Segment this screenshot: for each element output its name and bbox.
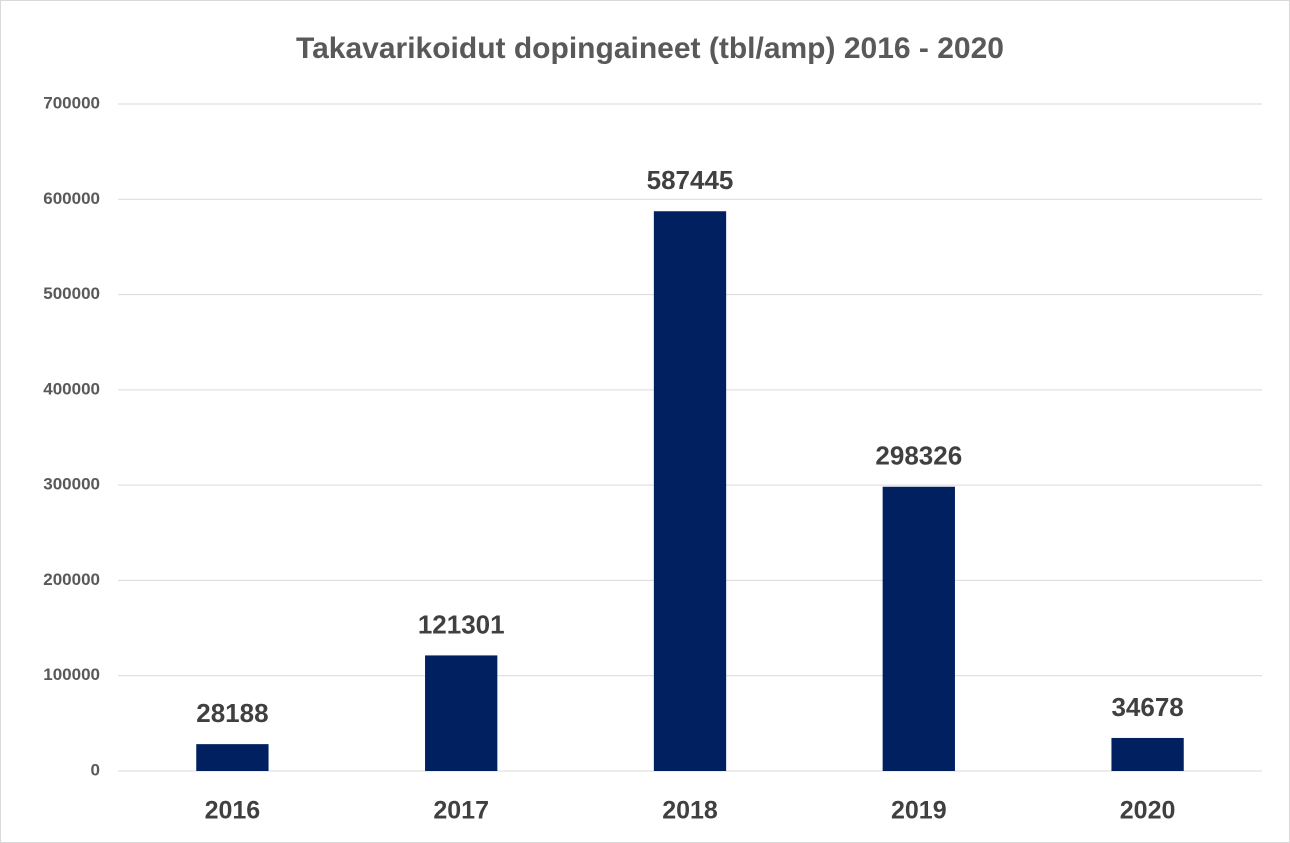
chart-title: Takavarikoidut dopingaineet (tbl/amp) 20…: [296, 32, 1004, 65]
y-tick-label: 700000: [43, 93, 100, 112]
bar: [196, 744, 269, 771]
y-tick-label: 500000: [43, 284, 100, 303]
y-tick-label: 600000: [43, 189, 100, 208]
y-tick-label: 0: [91, 760, 100, 779]
data-label: 34678: [1111, 692, 1183, 722]
x-tick-label: 2019: [891, 797, 947, 825]
x-tick-label: 2016: [205, 797, 261, 825]
bar: [1111, 737, 1184, 771]
x-tick-label: 2018: [662, 797, 718, 825]
bar: [425, 655, 498, 771]
data-label: 121301: [418, 609, 505, 639]
x-tick-label: 2020: [1120, 797, 1176, 825]
bar: [653, 211, 727, 771]
data-label: 587445: [647, 165, 734, 195]
y-tick-label: 100000: [43, 665, 100, 684]
data-label: 298326: [875, 441, 962, 471]
y-tick-label: 400000: [43, 379, 100, 398]
data-label: 28188: [196, 698, 268, 728]
x-tick-label: 2017: [433, 797, 489, 825]
bar: [882, 486, 955, 771]
y-tick-label: 200000: [43, 570, 100, 589]
y-tick-label: 300000: [43, 475, 100, 494]
